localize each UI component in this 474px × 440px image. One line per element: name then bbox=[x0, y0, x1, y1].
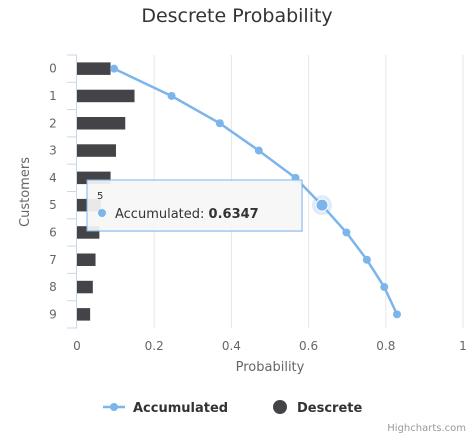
bar bbox=[77, 144, 116, 157]
x-axis-ticks: 0 0.2 0.4 0.6 0.8 1 bbox=[73, 339, 467, 353]
tooltip-marker bbox=[98, 209, 106, 217]
x-tick-label: 0.6 bbox=[299, 339, 318, 353]
line-point bbox=[167, 91, 176, 100]
tooltip-category: 5 bbox=[97, 191, 103, 202]
y-tick-label: 3 bbox=[49, 144, 57, 158]
x-tick-label: 0.4 bbox=[222, 339, 241, 353]
accumulated-line bbox=[113, 67, 399, 315]
y-tick-label: 1 bbox=[49, 89, 57, 103]
legend-label: Descrete bbox=[297, 401, 362, 416]
x-tick-label: 0.8 bbox=[376, 339, 395, 353]
x-tick-label: 0.2 bbox=[145, 339, 164, 353]
y-tick-label: 2 bbox=[49, 116, 57, 130]
legend-marker bbox=[273, 400, 287, 414]
y-tick-label: 8 bbox=[49, 280, 57, 294]
line-point bbox=[342, 228, 351, 237]
x-tick-label: 1 bbox=[459, 339, 467, 353]
legend-label: Accumulated bbox=[133, 401, 228, 416]
y-tick-label: 6 bbox=[49, 225, 57, 239]
legend-item-descrete[interactable]: Descrete bbox=[273, 400, 362, 416]
legend-marker bbox=[110, 403, 118, 411]
tooltip-label: Accumulated: 0.6347 bbox=[115, 207, 259, 222]
y-tick-label: 0 bbox=[49, 62, 57, 76]
line-point-highlighted bbox=[315, 198, 329, 212]
line-point bbox=[215, 119, 224, 128]
bar bbox=[77, 62, 111, 75]
bar bbox=[77, 280, 93, 294]
bar bbox=[77, 89, 135, 103]
line-point bbox=[392, 310, 401, 319]
y-axis-ticks: 0 1 2 3 4 5 6 7 8 9 bbox=[49, 54, 77, 329]
y-tick-label: 7 bbox=[49, 253, 57, 267]
chart-title: Descrete Probability bbox=[141, 5, 332, 27]
line-point bbox=[110, 64, 119, 73]
y-tick-label: 5 bbox=[49, 198, 57, 212]
tooltip: 5 Accumulated: 0.6347 bbox=[86, 179, 303, 232]
y-axis-title: Customers bbox=[18, 157, 33, 227]
line-point bbox=[380, 283, 389, 292]
line-point bbox=[254, 146, 263, 155]
legend-item-accumulated[interactable]: Accumulated bbox=[103, 401, 228, 416]
bar bbox=[77, 308, 91, 321]
tooltip-box bbox=[86, 179, 303, 232]
bar bbox=[77, 253, 96, 266]
legend[interactable]: Accumulated Descrete bbox=[103, 400, 362, 416]
line-point bbox=[362, 255, 371, 264]
tooltip-value: 0.6347 bbox=[209, 207, 259, 222]
y-tick-label: 9 bbox=[49, 307, 57, 321]
bar bbox=[77, 117, 126, 130]
x-tick-label: 0 bbox=[73, 339, 81, 353]
y-tick-label: 4 bbox=[49, 171, 57, 185]
credits-link[interactable]: Highcharts.com bbox=[387, 423, 466, 434]
x-axis-title: Probability bbox=[236, 360, 305, 375]
line-series bbox=[110, 64, 401, 319]
